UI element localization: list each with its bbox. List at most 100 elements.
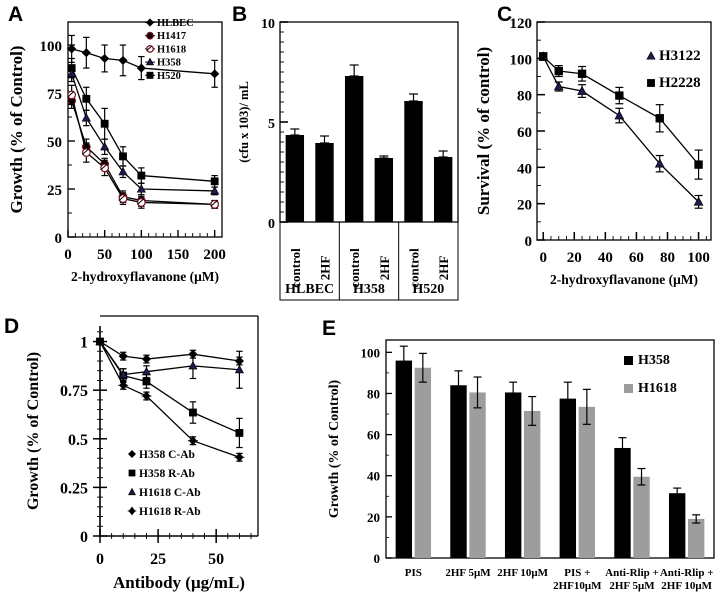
data-point-HLBEC [136,63,146,73]
y-tick-label: 5 [268,117,275,132]
x-tick-label: 25 [150,551,166,568]
panel-d-xlabel: Antibody (μg/mL) [113,573,245,592]
x-tick-label: 0 [96,551,104,568]
y-tick-label: 0 [525,234,533,250]
y-tick-label: 40 [517,161,532,177]
y-tick-label: 0.5 [68,432,88,449]
bar-H1618-5 [687,518,705,558]
error-bar-2 [349,64,359,77]
data-point-HLBEC [210,69,220,79]
y-tick-label: 0 [80,529,88,546]
data-point-H358 C-Ab [141,354,152,364]
data-point-H1618 R-Ab [187,435,198,446]
error-bar-4 [409,93,418,102]
series-line-H2228 [542,56,700,166]
category-label-3: 2HF10μM [553,580,602,592]
bar-H1618-1 [469,392,486,558]
error-bar-H358-1 [454,370,463,401]
legend-marker-HLBEC [146,18,154,27]
series-line-H1618 R-Ab [99,341,240,458]
panel-a-ylabel: Growth (% of Control) [7,46,26,214]
panel-d: D 0 0.25 0.5 0.75 1 0 25 50 Antibody (μg/mL) Grow… [0,308,315,601]
legend-label-H3122: H3122 [659,48,701,64]
data-point-H1618 C-Ab [188,360,198,370]
legend-marker-H1618 C-Ab [128,487,136,496]
error-bar-5 [438,150,448,158]
data-point-H3122 [614,110,625,120]
panel-a-xlabel: 2-hydroxyflavanone (μM) [71,269,219,284]
data-point-H358 R-Ab [142,377,151,386]
error-bar-H1618-2 [528,395,537,426]
error-bar-H1618-4 [637,467,646,486]
legend-label-H1618: H1618 [157,44,186,55]
category-label-5: Anti-Rlip + [660,567,714,579]
panel-b: B 0 5 10 (cfu x 103)/ mL control 2HF control 2H… [228,0,468,310]
y-tick-label: 50 [47,135,62,151]
error-bar-H1618-3 [582,388,591,425]
data-point-H358 [67,68,77,78]
series-line-H520 [71,67,215,182]
y-tick-label: 0.75 [60,383,88,400]
panel-d-ylabel: Growth (% of Control) [25,352,42,510]
legend-label-H358: H358 [157,58,181,69]
panel-d-chart: 0 0.25 0.5 0.75 1 0 25 50 Antibody (μg/mL) Growth… [25,315,259,592]
bar-H358-1 [450,385,467,558]
panel-c-letter: C [497,3,513,26]
error-bar-H358-4 [618,437,627,459]
data-point-H358 R-Ab [189,408,197,417]
data-point-H520 [210,177,219,186]
data-point-H1618 [100,163,110,173]
y-tick-label: 0.25 [60,480,88,497]
y-tick-label: 25 [47,183,62,199]
data-point-HLBEC [81,48,91,58]
legend-marker-H358 [146,57,154,66]
data-point-H3122 [693,196,704,206]
data-point-H358 [100,141,110,151]
data-point-H1618 R-Ab [141,390,152,402]
legend-marker-H1417 [146,31,154,40]
error-bar-H358-0 [399,345,408,376]
bar-control [285,135,305,222]
data-point-H2228 [539,52,548,61]
bar-control [404,101,423,222]
group-label-H520: H520 [412,282,444,297]
data-point-HLBEC [118,55,128,65]
x-tick-label: 0 [64,247,72,263]
data-point-H1618 [67,90,77,100]
data-point-H3122 [553,81,564,91]
error-bar-3 [379,155,389,159]
panel-b-plot-frame [279,21,459,223]
legend-label-H1618 C-Ab: H1618 C-Ab [139,487,201,499]
x-tick-label: 200 [203,247,226,263]
bar-category-label: 2HF [318,256,333,281]
y-tick-label: 1 [80,335,88,352]
panel-b-ylabel: (cfu x 103)/ mL [237,81,251,163]
data-point-H3122 [577,85,587,95]
bar-H358-2 [504,392,522,558]
panel-c-chart: 0 20 40 60 80 100 120 0 20 40 60 80 100 2-hydroxyflav… [474,16,712,287]
data-point-H1618 R-Ab [118,380,129,391]
bar-category-label: 2HF [377,256,392,281]
category-label-4: Anti-Rlip + [605,567,659,579]
panel-e-plot-frame [385,339,715,559]
panel-e: E 0 20 40 60 80 100 Growth (% of Control) PIS 2H… [312,308,725,601]
legend-swatch-H358 [624,356,633,365]
x-tick-label: 50 [97,247,112,263]
bar-H1618-4 [633,476,650,558]
data-point-H1618 C-Ab [234,364,244,374]
y-tick-label: 80 [517,89,532,105]
legend-label-H520: H520 [157,71,181,82]
data-point-H2228 [554,66,563,76]
legend-marker-H358 C-Ab [128,450,136,458]
y-tick-label: 0 [55,231,63,247]
panel-b-letter: B [232,3,248,26]
panel-e-letter: E [322,317,337,340]
data-point-H1618 [81,148,91,157]
bar-2HF [433,157,453,222]
data-point-H1618 R-Ab [95,336,105,347]
data-point-HLBEC [100,53,110,64]
group-label-box [279,221,459,301]
panel-c-xlabel: 2-hydroxyflavanone (μM) [550,272,698,287]
error-bar-0 [290,128,300,136]
